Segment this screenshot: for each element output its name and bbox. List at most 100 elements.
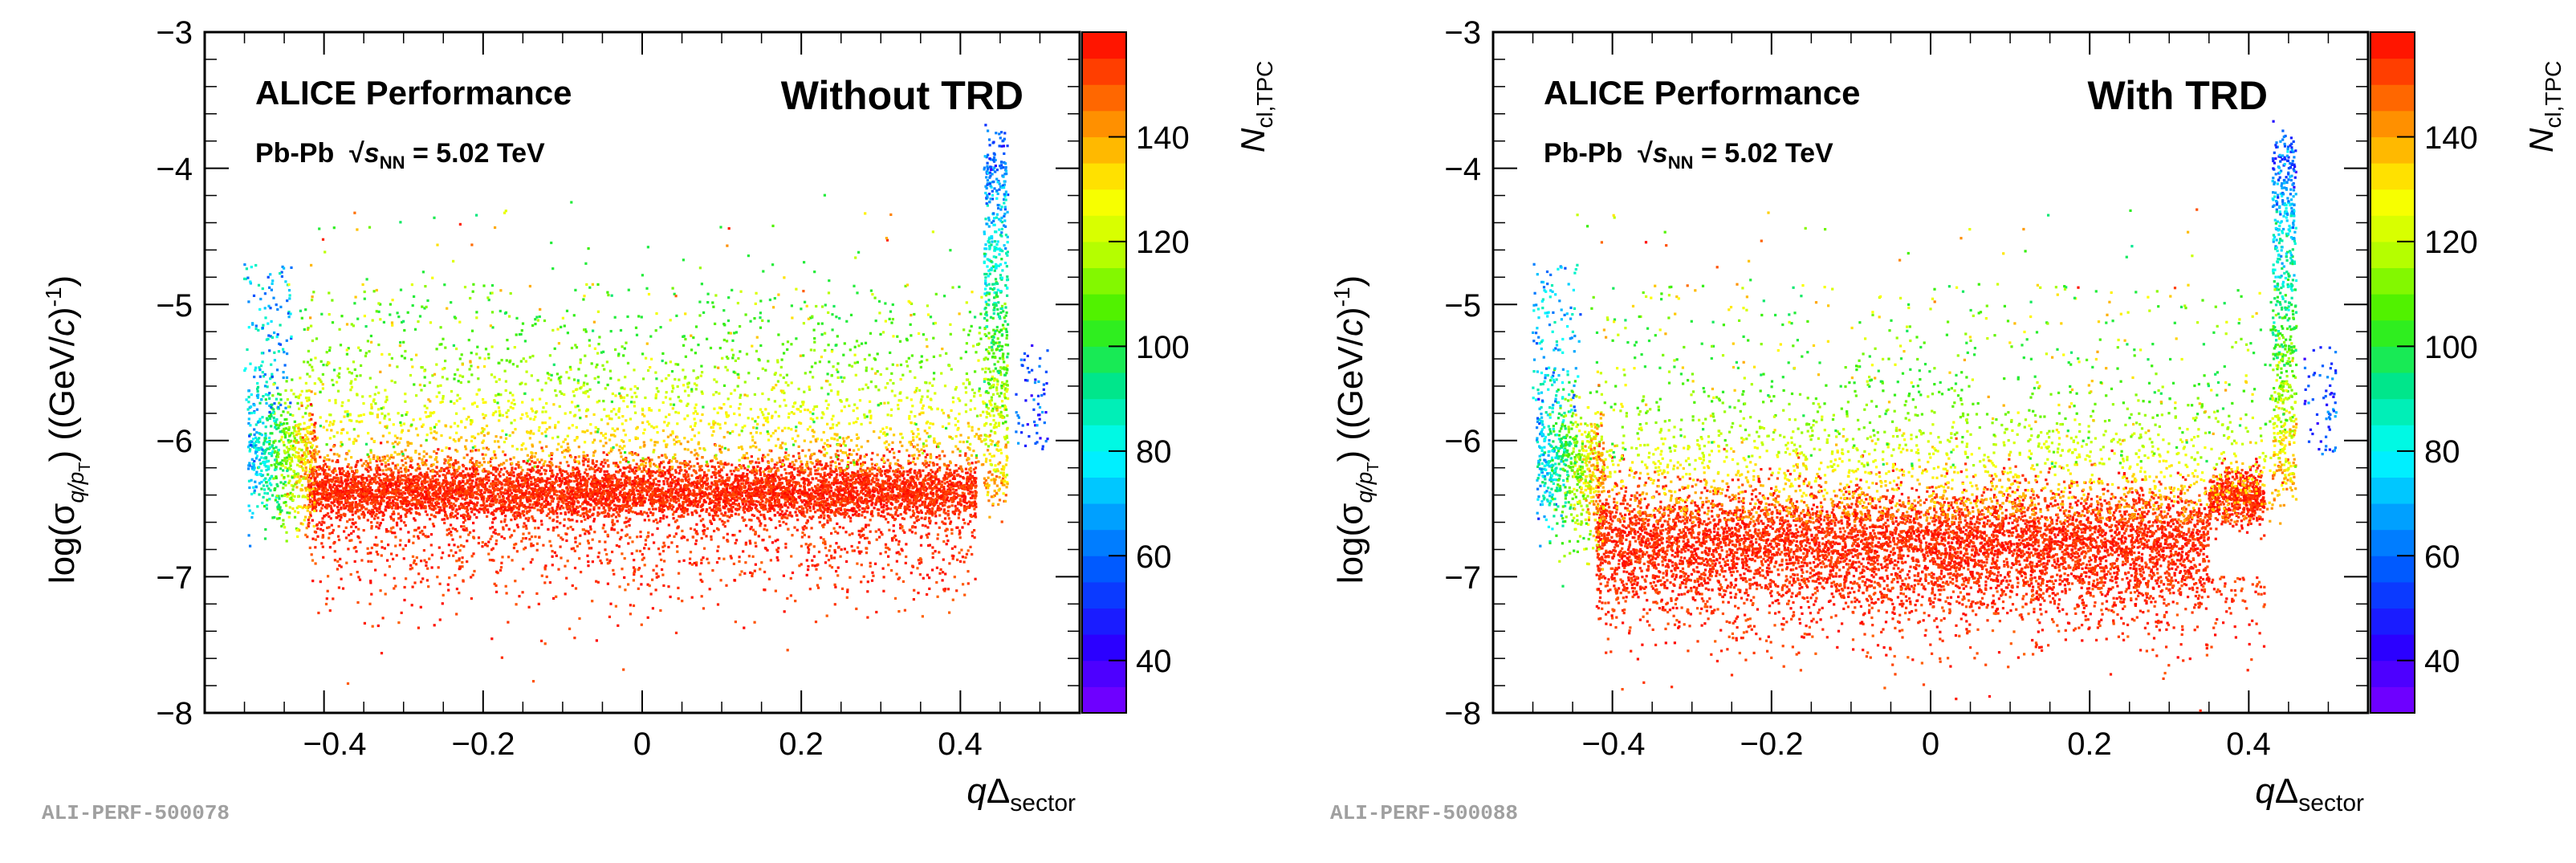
- data-point: [637, 485, 640, 488]
- data-point: [325, 477, 328, 480]
- data-point: [701, 486, 704, 489]
- data-point: [834, 504, 837, 507]
- data-point: [629, 499, 632, 502]
- data-point: [531, 506, 534, 509]
- data-point: [462, 493, 466, 496]
- data-point: [390, 517, 393, 520]
- data-point: [406, 499, 409, 503]
- data-point: [384, 465, 388, 468]
- data-point: [416, 481, 419, 484]
- data-point: [691, 482, 695, 486]
- data-point: [937, 504, 940, 508]
- data-point: [732, 494, 735, 497]
- data-point: [968, 478, 971, 481]
- data-point: [914, 516, 918, 519]
- data-point: [384, 483, 388, 486]
- data-point: [725, 485, 728, 488]
- data-point: [763, 468, 767, 471]
- data-point: [774, 471, 777, 474]
- data-point: [426, 467, 430, 470]
- data-point: [868, 499, 871, 503]
- data-point: [596, 499, 600, 503]
- data-point: [580, 520, 583, 523]
- data-point: [487, 478, 490, 482]
- data-point: [344, 489, 348, 492]
- data-point: [498, 501, 501, 505]
- data-point: [786, 494, 789, 497]
- data-point: [434, 490, 437, 493]
- data-point: [502, 511, 505, 514]
- data-point: [742, 479, 745, 482]
- data-point: [326, 526, 329, 530]
- data-point: [519, 473, 522, 476]
- data-point: [381, 493, 385, 496]
- data-point: [513, 495, 517, 499]
- data-point: [331, 470, 334, 473]
- data-point: [485, 499, 488, 503]
- data-point: [864, 470, 867, 474]
- data-point: [517, 482, 520, 485]
- data-point: [666, 506, 669, 509]
- data-point: [557, 500, 560, 503]
- data-point: [667, 507, 670, 511]
- data-point: [923, 477, 926, 480]
- data-point: [402, 491, 405, 494]
- data-point: [702, 518, 705, 521]
- data-point: [768, 517, 771, 520]
- data-point: [543, 500, 546, 503]
- data-point: [947, 517, 950, 520]
- data-point: [460, 503, 463, 507]
- data-point: [741, 482, 744, 485]
- data-point: [812, 505, 816, 508]
- data-point: [891, 514, 894, 517]
- data-point: [407, 474, 410, 477]
- data-point: [778, 486, 781, 489]
- data-point: [377, 466, 380, 470]
- data-point: [643, 511, 646, 514]
- data-point: [493, 509, 496, 512]
- data-point: [534, 478, 537, 481]
- data-point: [513, 489, 516, 492]
- data-point: [948, 486, 951, 490]
- data-point: [755, 494, 758, 498]
- data-point: [727, 510, 730, 513]
- data-point: [819, 505, 822, 508]
- data-point: [480, 507, 483, 511]
- data-point: [309, 493, 312, 496]
- data-point: [938, 466, 942, 470]
- data-point: [827, 484, 830, 487]
- data-point: [830, 501, 833, 504]
- data-point: [659, 517, 662, 520]
- data-point: [873, 474, 876, 477]
- data-point: [904, 492, 907, 495]
- data-point: [470, 501, 473, 504]
- data-point: [325, 507, 328, 510]
- data-point: [770, 507, 773, 510]
- data-point: [965, 486, 968, 489]
- data-point: [874, 501, 878, 504]
- data-point: [816, 509, 820, 512]
- data-point: [641, 494, 645, 497]
- data-point: [433, 507, 437, 510]
- data-point: [338, 503, 341, 507]
- data-point: [523, 474, 527, 478]
- data-point: [426, 487, 430, 491]
- data-point: [614, 497, 617, 500]
- data-point: [820, 491, 824, 494]
- data-point: [792, 497, 796, 500]
- data-point: [793, 467, 796, 470]
- data-point: [668, 484, 671, 487]
- data-point: [584, 518, 587, 521]
- data-point: [626, 466, 629, 469]
- data-point: [389, 469, 393, 472]
- data-point: [454, 489, 457, 492]
- data-point: [475, 469, 479, 472]
- data-point: [584, 495, 587, 499]
- data-point: [380, 511, 383, 514]
- data-point: [308, 500, 311, 503]
- data-point: [625, 520, 628, 523]
- data-point: [389, 474, 393, 477]
- data-point: [367, 511, 370, 514]
- data-point: [378, 511, 381, 515]
- data-point: [801, 493, 804, 496]
